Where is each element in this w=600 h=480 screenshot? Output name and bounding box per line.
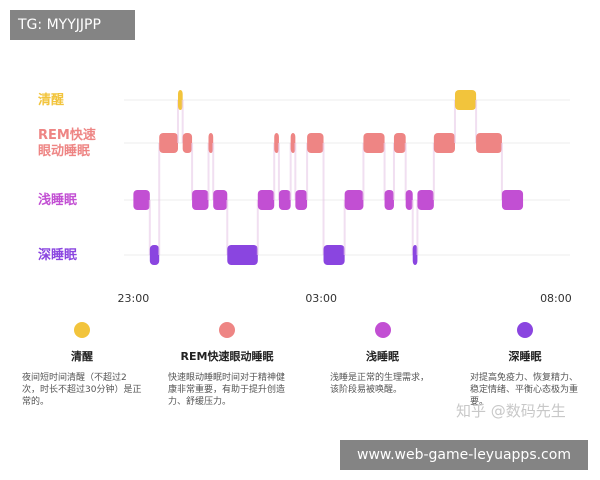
x-tick-0: 23:00	[118, 292, 150, 305]
legend-light-desc: 浅睡是正常的生理需求，该阶段易被唤醒。	[330, 373, 430, 395]
transition-line-9	[256, 200, 259, 255]
transition-line-10	[273, 143, 276, 200]
transition-line-24	[453, 100, 456, 143]
light-color-dot	[374, 322, 391, 338]
segment-8	[227, 245, 258, 265]
transition-line-17	[362, 143, 365, 200]
legend-deep-desc: 对提高免疫力、恢复精力、稳定情绪、平衡心态极为重要。	[470, 373, 579, 407]
transition-line-2	[158, 143, 161, 255]
legend-rem-name: REM快速眼动睡眠	[180, 350, 274, 363]
top-overlay-tag: TG: MYYJJPP	[10, 10, 135, 40]
segment-26	[501, 190, 524, 210]
stage-segments	[133, 90, 524, 265]
segment-21	[412, 245, 418, 265]
deep-color-dot	[517, 322, 533, 338]
segment-13	[295, 190, 308, 210]
legend-rem-desc: 快速眼动睡眠时间对于精神健康非常重要，有助于提升创造力、舒缓压力。	[168, 373, 286, 407]
segment-12	[290, 133, 296, 153]
transition-line-21	[411, 200, 414, 255]
y-label-3: 深睡眠	[38, 247, 77, 263]
rem-color-dot	[219, 322, 235, 338]
x-tick-2: 08:00	[540, 292, 572, 305]
transition-line-14	[306, 143, 309, 200]
segment-4	[182, 133, 193, 153]
segment-16	[344, 190, 364, 210]
legend-awake-name: 清醒	[71, 350, 93, 363]
transition-line-7	[212, 143, 215, 200]
transition-line-22	[416, 200, 419, 255]
legend-light: 浅睡眠 浅睡是正常的生理需求，该阶段易被唤醒。	[330, 322, 435, 396]
segment-25	[476, 133, 502, 153]
transition-line-11	[277, 143, 280, 200]
segment-1	[149, 245, 160, 265]
transition-line-23	[432, 143, 435, 200]
grid-layer	[124, 99, 570, 256]
segment-6	[208, 133, 214, 153]
transition-line-16	[343, 200, 346, 255]
segment-14	[307, 133, 324, 153]
segment-9	[257, 190, 275, 210]
segment-17	[363, 133, 385, 153]
transition-line-20	[404, 143, 407, 200]
transition-line-4	[181, 100, 184, 143]
transition-line-25	[475, 100, 478, 143]
segment-5	[192, 190, 209, 210]
y-label-1: REM快速眼动睡眠	[38, 127, 96, 159]
segment-22	[417, 190, 434, 210]
segment-20	[405, 190, 413, 210]
y-label-0: 清醒	[38, 92, 64, 108]
transition-line-6	[207, 143, 210, 200]
legend-light-name: 浅睡眠	[366, 350, 399, 363]
x-tick-1: 03:00	[305, 292, 337, 305]
bottom-overlay-tag: www.web-game-leyuapps.com	[340, 440, 588, 470]
segment-2	[159, 133, 178, 153]
segment-23	[433, 133, 455, 153]
transition-line-5	[191, 143, 194, 200]
segment-7	[213, 190, 228, 210]
segment-10	[274, 133, 279, 153]
transition-line-18	[383, 143, 386, 200]
segment-19	[393, 133, 406, 153]
segment-0	[133, 190, 150, 210]
transition-line-19	[392, 143, 395, 200]
transition-line-12	[289, 143, 292, 200]
segment-18	[384, 190, 394, 210]
transition-line-8	[226, 200, 229, 255]
legend-awake: 清醒 夜间短时间清醒（不超过2次，时长不超过30分钟）是正常的。	[22, 322, 142, 408]
transition-line-1	[148, 200, 151, 255]
segment-3	[177, 90, 183, 110]
segment-11	[278, 190, 291, 210]
segment-24	[454, 90, 477, 110]
segment-15	[323, 245, 345, 265]
transition-line-13	[294, 143, 297, 200]
transition-line-3	[176, 100, 179, 143]
watermark-text: 知乎 @数码先生	[456, 402, 566, 420]
x-ticks: 23:00 03:00 08:00	[118, 292, 572, 305]
legend-deep-name: 深睡眠	[508, 350, 542, 363]
legend-awake-desc: 夜间短时间清醒（不超过2次，时长不超过30分钟）是正常的。	[22, 373, 142, 407]
transition-line-26	[500, 143, 503, 200]
legend-rem: REM快速眼动睡眠 快速眼动睡眠时间对于精神健康非常重要，有助于提升创造力、舒缓…	[168, 322, 286, 408]
legend-deep: 深睡眠 对提高免疫力、恢复精力、稳定情绪、平衡心态极为重要。	[470, 322, 580, 408]
awake-color-dot	[74, 322, 90, 338]
transition-line-15	[322, 143, 325, 255]
y-label-2: 浅睡眠	[38, 192, 77, 208]
